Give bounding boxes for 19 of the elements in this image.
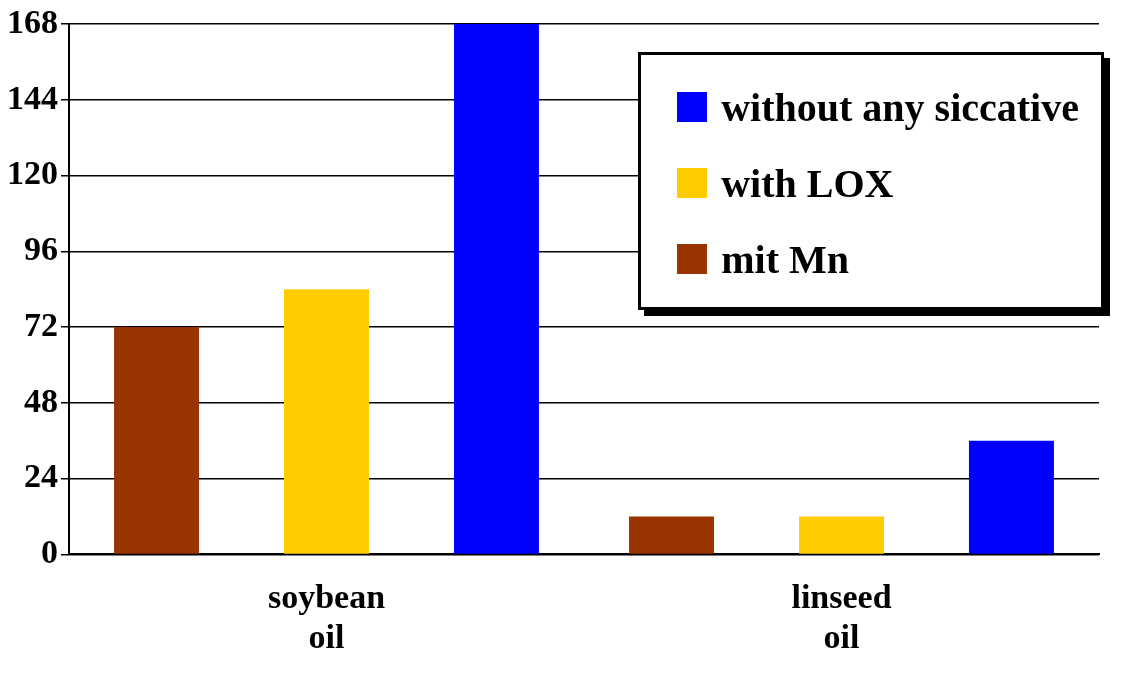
bar	[629, 516, 715, 554]
y-tick-label: 120	[7, 154, 58, 192]
legend-label: with LOX	[721, 159, 894, 207]
y-tick-label: 72	[24, 305, 58, 343]
bar	[453, 24, 539, 554]
y-tick-label: 24	[24, 457, 58, 495]
y-tick-label: 168	[7, 2, 58, 40]
bar	[799, 516, 884, 554]
y-tick-label: 144	[7, 78, 58, 116]
x-tick-label: soybean oil	[267, 577, 386, 656]
y-tick-label: 96	[24, 230, 58, 268]
bar	[968, 440, 1054, 554]
y-tick-label: 0	[41, 533, 58, 571]
legend-label: without any siccative	[721, 83, 1079, 131]
bar	[114, 327, 200, 554]
legend-label: mit Mn	[721, 235, 849, 283]
x-tick-label: linseed oil	[791, 577, 892, 656]
bar	[284, 289, 369, 554]
y-tick-label: 48	[24, 381, 58, 419]
